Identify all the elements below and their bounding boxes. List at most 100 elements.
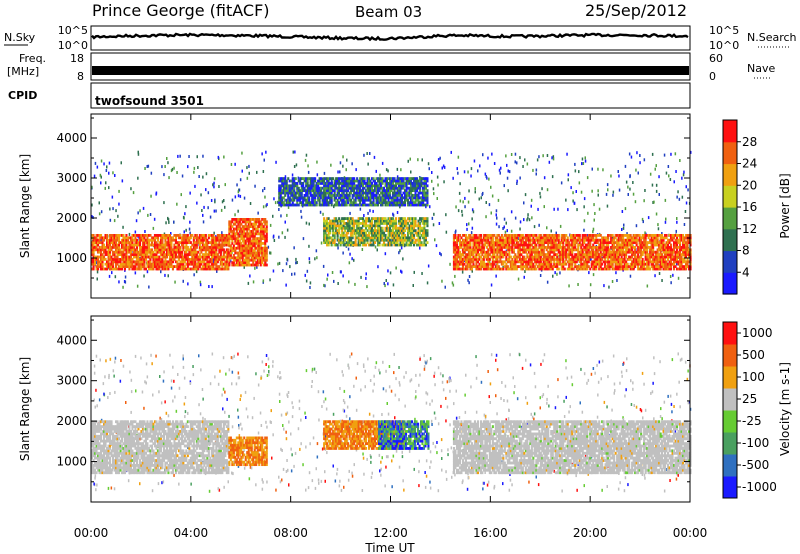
- range-cell: [261, 227, 264, 231]
- range-cell: [218, 248, 221, 252]
- range-cell: [146, 253, 149, 256]
- range-cell: [464, 238, 467, 242]
- range-cell: [544, 236, 547, 240]
- range-cell: [259, 232, 262, 236]
- range-cell: [344, 184, 347, 188]
- range-cell: [185, 250, 188, 254]
- range-cell: [321, 196, 324, 200]
- range-cell: [228, 263, 231, 267]
- range-cell: [360, 189, 363, 192]
- range-cell: [183, 258, 186, 261]
- range-cell: [207, 267, 210, 271]
- range-cell: [509, 248, 512, 252]
- cpid-strip-frame: [90, 82, 691, 109]
- range-cell: [189, 260, 192, 264]
- range-cell: [482, 258, 485, 261]
- range-cell: [529, 253, 532, 256]
- range-cell: [200, 248, 203, 252]
- range-cell: [493, 267, 496, 271]
- range-cell: [107, 238, 110, 242]
- range-cell: [186, 246, 189, 249]
- range-cell: [200, 267, 203, 271]
- range-cell: [238, 256, 241, 260]
- range-cell: [320, 241, 323, 245]
- range-cell: [247, 281, 250, 285]
- range-cell: [248, 164, 250, 168]
- range-cell: [249, 234, 252, 238]
- range-cell: [265, 239, 268, 243]
- range-cell: [280, 214, 282, 218]
- range-cell: [574, 162, 576, 166]
- range-cell: [174, 280, 176, 284]
- range-cell: [524, 234, 527, 237]
- range-cell: [491, 253, 494, 256]
- range-cell: [416, 234, 419, 237]
- range-cell: [135, 260, 138, 264]
- range-cell: [244, 218, 247, 221]
- range-cell: [134, 238, 137, 242]
- range-cell: [359, 222, 362, 225]
- range-cell: [386, 201, 389, 204]
- station-title: Prince George (fitACF): [92, 1, 270, 20]
- range-cell: [357, 236, 360, 240]
- range-cell: [435, 244, 438, 248]
- range-cell: [99, 173, 102, 177]
- range-cell: [402, 196, 405, 200]
- range-cell: [398, 198, 401, 202]
- range-cell: [342, 224, 345, 228]
- range-cell: [235, 237, 238, 240]
- range-cell: [362, 224, 365, 228]
- range-cell: [362, 201, 365, 204]
- range-cell: [158, 267, 161, 271]
- range-cell: [218, 236, 221, 240]
- range-cell: [232, 232, 235, 236]
- range-cell: [95, 243, 98, 247]
- range-cell: [506, 234, 509, 237]
- range-cell: [171, 255, 174, 259]
- range-cell: [426, 196, 429, 200]
- range-cell: [533, 234, 536, 237]
- range-cell: [128, 248, 131, 252]
- range-cell: [279, 184, 282, 188]
- range-cell: [401, 234, 404, 237]
- range-cell: [524, 158, 526, 162]
- range-cell: [285, 191, 288, 195]
- range-cell: [179, 250, 182, 254]
- range-cell: [407, 217, 410, 220]
- range-cell: [395, 266, 397, 270]
- range-cell: [527, 255, 530, 259]
- range-cell: [192, 260, 195, 264]
- nsearch-label: N.Search: [747, 31, 797, 44]
- range-cell: [392, 226, 395, 230]
- range-cell: [183, 246, 186, 249]
- range-cell: [530, 243, 533, 247]
- range-cell: [324, 177, 327, 180]
- range-cell: [259, 261, 262, 264]
- range-cell: [155, 246, 158, 249]
- range-cell: [690, 150, 692, 154]
- range-cell: [532, 246, 535, 249]
- range-cell: [143, 248, 146, 252]
- range-cell: [331, 271, 334, 274]
- range-cell: [193, 166, 196, 170]
- range-cell: [392, 196, 395, 200]
- range-cell: [112, 241, 115, 244]
- range-cell: [179, 265, 182, 268]
- range-cell: [461, 260, 464, 264]
- range-cell: [341, 231, 344, 235]
- range-cell: [514, 236, 517, 240]
- range-cell: [299, 198, 302, 202]
- range-cell: [204, 243, 207, 247]
- range-cell: [423, 194, 426, 197]
- range-cell: [410, 224, 413, 228]
- range-cell: [195, 250, 198, 254]
- range-cell: [197, 258, 200, 261]
- range-cell: [315, 201, 318, 204]
- range-cell: [116, 248, 119, 252]
- range-cell: [147, 267, 150, 271]
- range-cell: [333, 198, 336, 202]
- range-cell: [225, 236, 228, 240]
- range-cell: [252, 280, 255, 284]
- range-cell: [627, 193, 629, 196]
- range-cell: [381, 243, 384, 247]
